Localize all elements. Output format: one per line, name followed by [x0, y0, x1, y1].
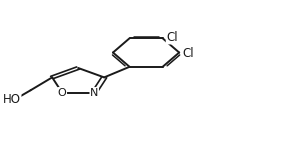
Text: O: O	[58, 88, 66, 98]
Text: HO: HO	[3, 93, 21, 106]
Text: N: N	[90, 88, 98, 98]
Text: Cl: Cl	[183, 47, 194, 60]
Text: Cl: Cl	[166, 31, 178, 44]
